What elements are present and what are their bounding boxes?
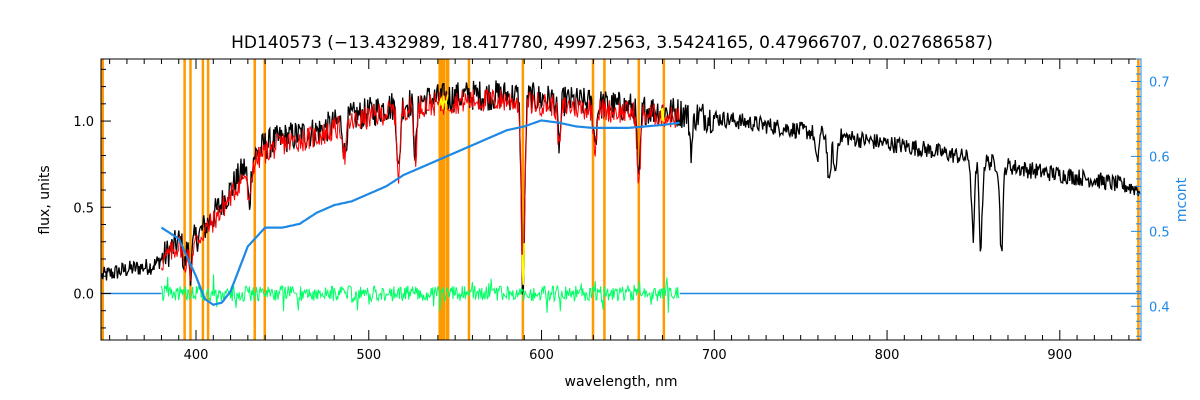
residual-line [161,274,680,313]
y-tick-label: 0.5 [73,201,94,216]
y2-tick-label: 0.6 [1149,150,1170,165]
y2-tick-label: 0.7 [1149,75,1170,90]
x-tick-label: 500 [356,348,381,363]
plot-frame [100,58,1142,341]
x-tick-label: 900 [1047,348,1072,363]
y-tick-label: 0.0 [73,287,94,302]
model-spectrum-line [161,88,680,286]
x-axis-label: wavelength, nm [565,374,678,390]
masked-segment-line [521,243,526,285]
y2-axis-label: mcont [1174,177,1190,222]
y2-tick-label: 0.4 [1149,300,1170,315]
masked-segment-line [660,107,665,123]
y2-tick-label: 0.5 [1149,225,1170,240]
x-tick-label: 600 [529,348,554,363]
y-tick-label: 1.0 [73,115,94,130]
chart-title: HD140573 (−13.432989, 18.417780, 4997.25… [231,33,993,53]
x-tick-label: 800 [875,348,900,363]
x-tick-label: 700 [702,348,727,363]
y-axis-label: flux, units [37,165,53,234]
axes: 400 500 600 700 800 900 0.0 0.5 1.0 0.4 0.5 0.6 0.7 [73,58,1170,363]
plot-area [101,80,1141,313]
x-tick-label: 400 [184,348,209,363]
continuum-line [160,119,680,307]
masked-segment-line [438,94,449,111]
